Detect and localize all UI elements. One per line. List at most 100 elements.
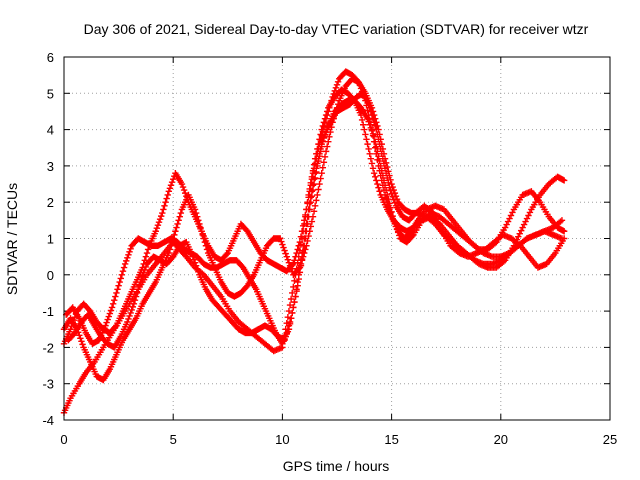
chart-title: Day 306 of 2021, Sidereal Day-to-day VTE… <box>84 21 589 37</box>
data-point <box>191 259 199 266</box>
data-point <box>376 140 383 148</box>
data-point <box>297 233 305 240</box>
data-point <box>375 136 382 143</box>
data-point <box>124 254 131 262</box>
data-point <box>307 223 314 230</box>
data-point <box>376 157 383 165</box>
data-point <box>127 309 134 317</box>
data-point <box>316 180 323 188</box>
data-point <box>525 212 532 219</box>
data-point <box>379 172 387 179</box>
data-point <box>125 251 132 259</box>
data-point <box>315 157 322 165</box>
data-point <box>366 104 373 112</box>
data-point <box>119 267 127 275</box>
data-point <box>154 221 162 229</box>
data-point <box>358 116 366 124</box>
data-point <box>325 138 332 145</box>
data-point <box>317 148 324 155</box>
data-point <box>325 108 332 115</box>
data-point <box>115 282 122 289</box>
data-point <box>379 155 387 162</box>
data-point <box>304 220 311 228</box>
data-point <box>374 131 381 138</box>
data-point <box>311 202 319 210</box>
data-point <box>290 304 297 311</box>
data-point <box>389 193 396 200</box>
data-point <box>294 259 301 266</box>
data-point <box>135 286 142 293</box>
data-point <box>79 341 86 348</box>
data-point <box>306 200 313 207</box>
data-point <box>126 248 133 256</box>
data-point <box>279 241 286 248</box>
data-point <box>517 227 525 234</box>
data-point <box>112 323 119 331</box>
data-point <box>114 286 121 293</box>
data-point <box>560 177 568 184</box>
data-point <box>127 245 134 252</box>
data-point <box>507 212 515 219</box>
data-point <box>296 238 304 246</box>
data-point <box>318 143 325 150</box>
data-point <box>190 256 198 263</box>
data-point <box>282 250 289 257</box>
data-point <box>370 119 378 126</box>
data-point <box>370 133 378 141</box>
data-point <box>313 197 320 204</box>
data-point <box>365 118 372 125</box>
data-point <box>385 195 392 203</box>
data-point <box>390 196 397 203</box>
data-point <box>329 93 336 101</box>
data-point <box>291 257 298 264</box>
data-point <box>308 218 316 225</box>
data-point <box>305 213 312 220</box>
data-point <box>384 174 391 182</box>
data-point <box>322 148 330 155</box>
data-point <box>307 199 314 206</box>
data-point <box>323 111 331 119</box>
data-point <box>331 87 339 95</box>
data-point <box>369 115 377 122</box>
data-point <box>131 297 139 304</box>
data-point <box>285 307 293 315</box>
data-point <box>139 272 146 280</box>
data-point <box>280 244 287 251</box>
data-point <box>376 188 383 195</box>
plot-frame <box>63 56 611 421</box>
data-point <box>144 246 152 253</box>
data-point <box>310 208 318 215</box>
y-tick-label: 5 <box>47 86 54 101</box>
data-point <box>291 298 298 306</box>
data-point <box>68 323 75 330</box>
data-point <box>506 215 513 222</box>
y-tick-label: 2 <box>47 195 54 210</box>
data-point <box>322 115 330 122</box>
data-point <box>392 223 400 230</box>
data-point <box>382 169 390 177</box>
data-point <box>504 218 512 225</box>
data-point <box>373 177 380 184</box>
data-point <box>140 269 147 277</box>
data-point <box>133 289 141 297</box>
data-point <box>391 220 399 227</box>
data-point <box>166 185 174 192</box>
data-point <box>314 191 321 199</box>
data-point <box>129 303 136 311</box>
data-point <box>523 215 531 222</box>
data-point <box>319 138 327 145</box>
data-point <box>394 229 402 236</box>
data-point <box>78 338 85 345</box>
data-point <box>306 206 313 213</box>
data-point <box>178 180 186 188</box>
data-point <box>289 261 296 269</box>
data-point <box>409 232 416 240</box>
x-tick-labels: 0 5 10 15 20 25 <box>60 432 617 447</box>
data-point <box>152 228 159 235</box>
data-point <box>366 150 373 157</box>
data-point <box>299 222 307 229</box>
data-point <box>313 168 320 176</box>
y-tick-label: -4 <box>42 413 54 428</box>
data-point <box>141 257 149 264</box>
data-point <box>522 218 529 225</box>
